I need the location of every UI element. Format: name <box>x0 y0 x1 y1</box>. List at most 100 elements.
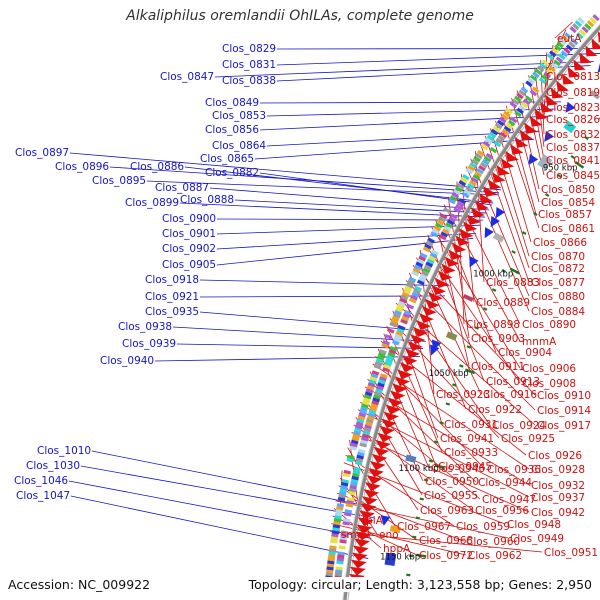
feature-stripe-0 <box>485 152 494 160</box>
feature-stripe-0 <box>474 170 483 178</box>
feature-stripe-1 <box>416 258 425 265</box>
feature-stripe-1 <box>414 264 422 271</box>
feature-stripe-1 <box>333 521 341 526</box>
gene-label-left: Clos_0864 <box>212 140 266 152</box>
feature-stripe-0 <box>336 560 344 565</box>
feature-stripe-1 <box>525 80 533 88</box>
feature-stripe-0 <box>402 312 411 319</box>
feature-stripe-1 <box>382 340 391 346</box>
cds-arrow <box>351 552 368 562</box>
gene-label-right: Clos_0950 <box>425 476 479 488</box>
gene-label-left: Clos_0829 <box>222 43 276 55</box>
cds-arrow <box>428 291 443 303</box>
feature-stripe-1 <box>482 140 491 148</box>
gene-label-right: Clos_0941 <box>440 433 494 445</box>
reverse-cds-arrow <box>490 216 500 228</box>
cds-arrow <box>394 376 411 387</box>
reverse-cds-arrow <box>380 515 391 526</box>
feature-stripe-0 <box>501 128 510 136</box>
feature-stripe-0 <box>570 38 579 46</box>
minor-tick <box>474 326 480 330</box>
feature-stripe-0 <box>400 318 408 325</box>
feature-stripe-1 <box>328 551 336 556</box>
leader-line-right <box>534 67 545 148</box>
leader-line-right <box>511 97 540 203</box>
cds-arrow <box>483 186 498 197</box>
kbp-tick-label: 1150 kbp <box>380 552 420 562</box>
minor-tick <box>415 516 420 520</box>
feature-stripe-1 <box>325 569 334 574</box>
leader-line-left <box>216 232 477 250</box>
feature-stripe-0 <box>373 394 381 400</box>
leader-line-right <box>484 135 530 269</box>
kbp-tick-label: 1100 kbp <box>399 464 439 474</box>
feature-stripe-1 <box>361 403 369 409</box>
feature-stripe-1 <box>488 131 497 139</box>
feature-stripe-0 <box>438 234 447 241</box>
cds-arrow <box>529 115 543 127</box>
cds-arrow <box>368 468 384 478</box>
leader-line-left <box>266 108 556 117</box>
leader-line-left <box>214 61 594 78</box>
feature-stripe-0 <box>340 533 348 538</box>
gene-label-left: Clos_0865 <box>200 153 254 165</box>
cds-arrow <box>455 235 470 246</box>
feature-stripe-1 <box>456 183 465 190</box>
gene-label-left: Clos_0847 <box>160 71 214 83</box>
cds-arrow <box>479 193 493 204</box>
gene-label-right: Clos_0857 <box>538 209 592 221</box>
feature-stripe-1 <box>386 327 395 334</box>
feature-stripe-0 <box>448 216 457 223</box>
feature-stripe-1 <box>327 560 335 565</box>
minor-tick <box>419 497 424 501</box>
minor-tick <box>459 364 464 368</box>
feature-stripe-1 <box>361 400 370 406</box>
gene-label-right: Clos_0959 <box>456 521 510 533</box>
feature-stripe-0 <box>525 95 533 103</box>
cds-arrow <box>524 122 538 134</box>
feature-stripe-0 <box>592 14 600 22</box>
feature-stripe-0 <box>546 68 554 76</box>
feature-stripe-0 <box>378 379 386 385</box>
feature-stripe-0 <box>509 116 518 124</box>
kbp-tick-label: 1050 kbp <box>429 369 469 379</box>
kbp-tick-label: 1000 kbp <box>473 269 513 279</box>
feature-stripe-1 <box>424 243 432 250</box>
feature-stripe-1 <box>369 376 378 382</box>
leader-line-left <box>199 311 430 332</box>
feature-stripe-1 <box>353 430 361 436</box>
leader-line-right <box>427 234 485 382</box>
feature-stripe-0 <box>463 189 472 196</box>
gene-label-right: Clos_0926 <box>528 450 582 462</box>
leader-line-left <box>80 465 376 519</box>
feature-stripe-1 <box>527 77 536 85</box>
gene-label-right: Clos_0937 <box>531 492 585 504</box>
leader-line-right <box>439 211 497 353</box>
cds-arrow <box>463 221 478 232</box>
gene-label-right: Clos_0956 <box>475 505 529 517</box>
cds-arrow <box>434 277 450 289</box>
gene-label-right: Clos_0951 <box>544 547 598 559</box>
gene-label-right: hppA <box>383 543 411 555</box>
feature-stripe-1 <box>371 370 380 376</box>
feature-stripe-1 <box>564 32 572 40</box>
cds-arrow <box>505 150 519 162</box>
kbp-tick-mark <box>434 464 445 469</box>
feature-stripe-0 <box>366 415 375 421</box>
feature-stripe-1 <box>503 110 511 118</box>
feature-stripe-1 <box>394 309 402 316</box>
gene-label-right: Clos_0948 <box>507 519 561 531</box>
feature-stripe-0 <box>342 521 350 526</box>
feature-stripe-0 <box>342 518 351 523</box>
gene-label-left: Clos_0831 <box>222 59 276 71</box>
leader-line-left <box>68 480 372 539</box>
gene-label-right: Clos_0932 <box>531 480 585 492</box>
gene-label-right: Clos_0841 <box>546 155 600 167</box>
gene-label-right: Clos_0872 <box>531 263 585 275</box>
feature-stripe-0 <box>423 264 432 271</box>
gene-label-right: mnmA <box>522 336 557 348</box>
gene-label-left: Clos_0901 <box>162 228 216 240</box>
feature-stripe-1 <box>419 252 428 259</box>
feature-stripe-0 <box>543 71 552 79</box>
cds-arrow <box>359 510 375 520</box>
